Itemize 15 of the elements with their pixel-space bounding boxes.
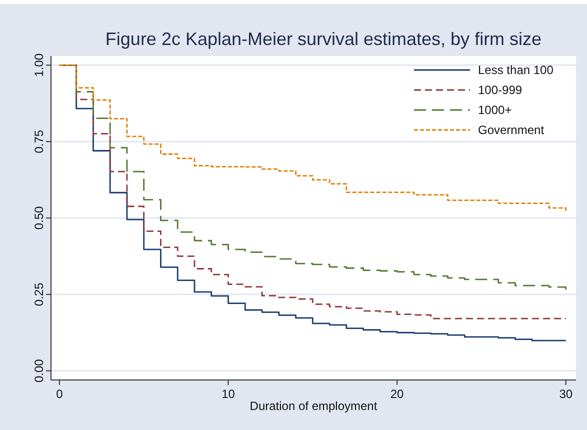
legend-label: 1000+ [478,103,512,117]
x-tick-label: 10 [222,387,236,401]
y-tick-label: 0.50 [32,206,46,230]
y-tick-label: 0.00 [32,358,46,383]
legend-label: Less than 100 [478,63,554,77]
y-tick-label: 0.25 [32,282,46,306]
y-tick-label: 0.75 [32,130,46,154]
y-tick-label: 1.00 [32,53,46,77]
x-tick-label: 30 [559,387,573,401]
x-tick-label: 0 [56,387,64,401]
legend-label: Government [478,123,545,137]
x-axis-title: Duration of employment [250,399,378,413]
legend-label: 100-999 [478,83,522,97]
x-tick-label: 20 [390,387,404,401]
chart-title: Figure 2c Kaplan-Meier survival estimates, by firm size [105,29,542,49]
